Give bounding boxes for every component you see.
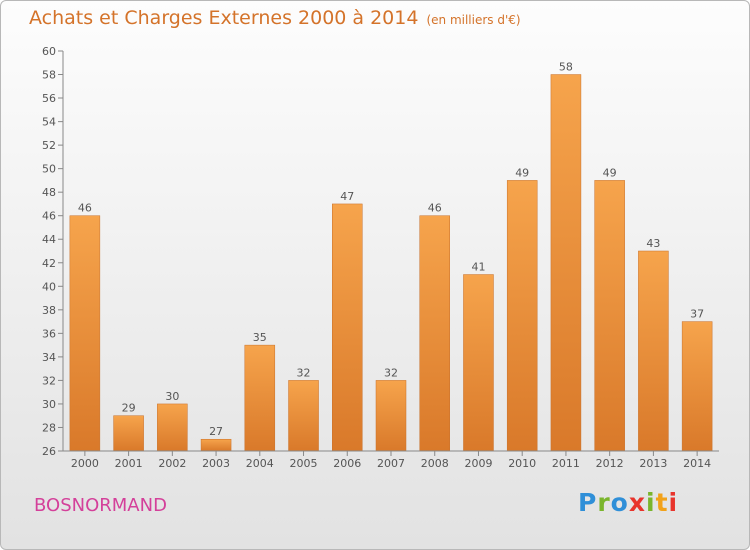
x-tick-label: 2014 (683, 457, 711, 470)
x-tick-label: 2002 (158, 457, 186, 470)
chart-title-text: Achats et Charges Externes 2000 à 2014 (29, 7, 419, 29)
x-tick-label: 2012 (596, 457, 624, 470)
chart-title: Achats et Charges Externes 2000 à 2014 (e… (29, 7, 521, 29)
chart-unit: (en milliers d'€) (426, 13, 521, 27)
x-tick-label: 2009 (464, 457, 492, 470)
bar-value-label: 49 (515, 166, 529, 179)
logo-letter: o (610, 488, 629, 517)
y-tick-label: 28 (42, 421, 56, 434)
bar-value-label: 37 (690, 308, 704, 321)
bar (244, 344, 276, 452)
bar (200, 438, 232, 452)
bar (550, 74, 582, 452)
bar (419, 215, 450, 452)
bar-value-label: 49 (603, 166, 617, 179)
x-tick-label: 2004 (246, 457, 274, 470)
bar (594, 180, 625, 452)
logo-letter: x (628, 488, 646, 517)
y-tick-label: 30 (42, 398, 56, 411)
bar (506, 180, 538, 452)
bar-value-label: 27 (209, 425, 223, 438)
y-tick-label: 26 (42, 445, 56, 458)
y-tick-label: 32 (42, 374, 56, 387)
y-tick-label: 60 (42, 45, 56, 58)
x-tick-label: 2005 (290, 457, 318, 470)
bar (288, 380, 319, 452)
bar (332, 203, 363, 452)
logo-letter: i (668, 488, 679, 517)
bar-value-label: 43 (646, 237, 660, 250)
x-tick-label: 2003 (202, 457, 230, 470)
bar-value-label: 46 (78, 202, 92, 215)
y-tick-label: 44 (42, 233, 56, 246)
bar-value-label: 30 (165, 390, 179, 403)
y-tick-label: 56 (42, 92, 56, 105)
y-tick-label: 38 (42, 304, 56, 317)
logo-letter: t (655, 488, 669, 517)
x-tick-label: 2000 (71, 457, 99, 470)
y-tick-label: 48 (42, 186, 56, 199)
bar-value-label: 32 (384, 366, 398, 379)
logo-letter: i (646, 488, 656, 517)
x-tick-label: 2006 (333, 457, 361, 470)
bar (375, 380, 407, 452)
bar-value-label: 29 (122, 402, 136, 415)
bar-value-label: 47 (340, 190, 354, 203)
proxiti-logo[interactable]: Proxiti (578, 488, 678, 517)
y-axis: 26 28 30 32 34 36 38 40 42 44 46 48 50 52 54 56 58 60 (42, 45, 64, 458)
x-tick-label: 2001 (115, 457, 143, 470)
commune-name: BOSNORMAND (34, 495, 167, 516)
bar-value-label: 41 (471, 261, 485, 274)
bar-value-label: 46 (428, 202, 442, 215)
bar (463, 274, 494, 452)
bar (681, 321, 713, 452)
y-tick-label: 58 (42, 69, 56, 82)
y-tick-label: 54 (42, 116, 56, 129)
y-tick-label: 36 (42, 327, 56, 340)
bar-value-label: 35 (253, 331, 267, 344)
x-tick-label: 2008 (421, 457, 449, 470)
y-tick-label: 50 (42, 163, 56, 176)
logo-letter: P (578, 488, 598, 517)
bar-value-label: 58 (559, 61, 573, 74)
x-tick-label: 2007 (377, 457, 405, 470)
y-tick-label: 34 (42, 351, 56, 364)
bar (69, 215, 101, 452)
y-tick-label: 42 (42, 257, 56, 270)
bar (113, 415, 144, 452)
x-axis: 2000 2001 2002 2003 2004 2005 2006 2007 2008 2009… (63, 450, 719, 470)
bars: 46 29 30 27 35 32 47 32 46 41 49 58 49 43 37 (69, 61, 713, 452)
bar (157, 403, 188, 452)
x-tick-label: 2010 (508, 457, 536, 470)
y-tick-label: 52 (42, 139, 56, 152)
x-tick-label: 2013 (639, 457, 667, 470)
y-tick-label: 46 (42, 210, 56, 223)
logo-letter: r (597, 488, 611, 517)
y-tick-label: 40 (42, 280, 56, 293)
bar-value-label: 32 (297, 366, 311, 379)
bar (638, 250, 669, 452)
x-tick-label: 2011 (552, 457, 580, 470)
